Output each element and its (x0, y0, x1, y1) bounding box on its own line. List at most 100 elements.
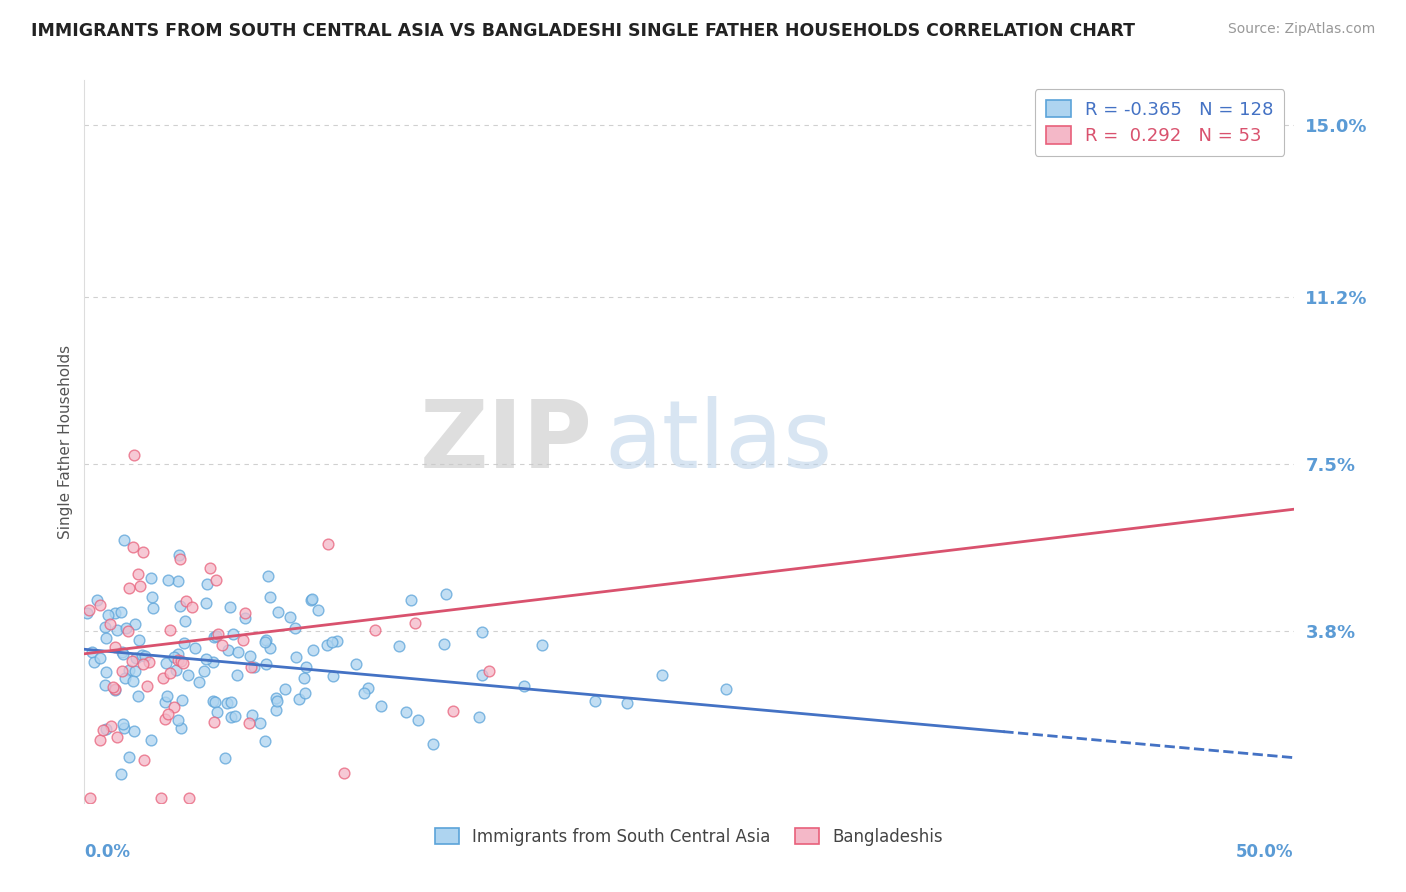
Point (225, 668, 247, 682)
Point (105, 730, 128, 744)
Point (221, 627, 243, 641)
Point (118, 750, 141, 764)
Point (195, 596, 218, 610)
Point (114, 671, 136, 685)
Point (307, 603, 329, 617)
Point (96, 722, 118, 736)
Point (122, 723, 145, 738)
Y-axis label: Single Father Households: Single Father Households (58, 344, 73, 539)
Point (184, 640, 207, 655)
Point (80, 645, 103, 659)
Point (399, 593, 422, 607)
Point (181, 600, 204, 615)
Point (118, 582, 141, 596)
Point (131, 648, 153, 662)
Point (124, 617, 146, 632)
Point (118, 664, 141, 678)
Point (122, 673, 145, 688)
Point (224, 709, 246, 723)
Point (616, 696, 638, 710)
Point (207, 705, 229, 719)
Point (388, 640, 411, 654)
Point (406, 713, 429, 727)
Point (169, 552, 191, 566)
Point (94, 678, 117, 692)
Point (166, 574, 188, 589)
Point (205, 629, 228, 643)
Point (441, 704, 464, 718)
Point (112, 533, 135, 547)
Point (91, 723, 114, 737)
Point (301, 592, 323, 607)
Point (94, 665, 117, 679)
Point (176, 668, 198, 682)
Point (292, 671, 315, 685)
Point (326, 634, 349, 648)
Point (156, 573, 179, 587)
Point (201, 694, 224, 708)
Point (77, 603, 100, 617)
Point (232, 632, 254, 647)
Point (89, 732, 111, 747)
Point (344, 657, 367, 671)
Point (217, 643, 239, 657)
Point (193, 664, 215, 678)
Point (322, 669, 344, 683)
Point (104, 682, 127, 697)
Point (132, 657, 155, 671)
Point (139, 571, 162, 585)
Point (86, 593, 108, 607)
Point (266, 690, 288, 705)
Point (142, 600, 165, 615)
Point (121, 654, 143, 668)
Point (103, 606, 125, 620)
Point (274, 681, 297, 696)
Point (404, 616, 426, 631)
Point (221, 694, 243, 708)
Point (226, 645, 249, 659)
Text: atlas: atlas (605, 395, 832, 488)
Point (215, 697, 238, 711)
Point (174, 593, 197, 607)
Point (170, 693, 193, 707)
Point (333, 766, 356, 780)
Text: Source: ZipAtlas.com: Source: ZipAtlas.com (1227, 22, 1375, 37)
Text: 50.0%: 50.0% (1236, 843, 1294, 861)
Point (283, 621, 305, 635)
Point (204, 630, 226, 644)
Point (266, 694, 288, 708)
Point (110, 606, 132, 620)
Point (169, 599, 191, 614)
Point (165, 664, 187, 678)
Point (249, 716, 271, 731)
Point (187, 675, 209, 690)
Point (121, 540, 143, 554)
Point (278, 610, 301, 624)
Point (287, 692, 309, 706)
Text: 0.0%: 0.0% (84, 843, 131, 861)
Point (254, 657, 277, 671)
Point (284, 650, 307, 665)
Point (239, 649, 262, 664)
Point (101, 680, 124, 694)
Point (583, 693, 606, 707)
Point (243, 660, 266, 674)
Point (111, 645, 134, 659)
Point (104, 682, 127, 697)
Point (169, 549, 191, 563)
Point (433, 637, 456, 651)
Point (253, 635, 276, 649)
Point (468, 710, 491, 724)
Point (111, 717, 134, 731)
Point (166, 653, 188, 667)
Point (294, 659, 316, 673)
Point (159, 623, 181, 637)
Point (134, 753, 156, 767)
Point (105, 623, 128, 637)
Point (163, 649, 186, 664)
Point (395, 705, 418, 719)
Point (170, 654, 193, 668)
Point (207, 627, 229, 641)
Point (89, 651, 111, 665)
Point (211, 638, 233, 652)
